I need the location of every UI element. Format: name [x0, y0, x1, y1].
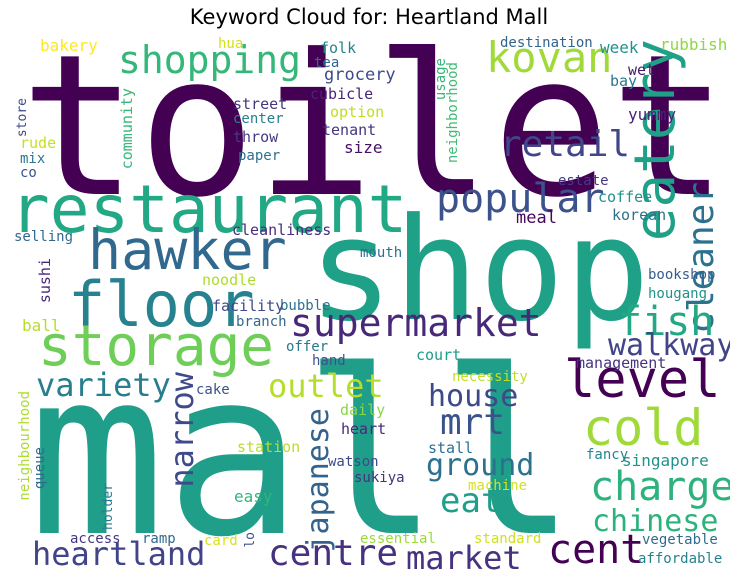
word-noodle: noodle: [202, 271, 257, 289]
word-narrow: narrow: [163, 372, 201, 488]
word-mix: mix: [20, 151, 46, 167]
word-essential: essential: [360, 531, 436, 547]
word-bay: bay: [610, 72, 638, 90]
word-grocery: grocery: [324, 65, 396, 85]
word-shop: shop: [308, 188, 650, 353]
word-yummy: yummy: [628, 105, 677, 124]
word-ground: ground: [426, 448, 535, 483]
word-daily: daily: [340, 401, 386, 419]
word-ramp: ramp: [142, 531, 176, 547]
word-access: access: [70, 531, 121, 547]
word-walkway: walkway: [608, 328, 730, 363]
word-ball: ball: [22, 316, 61, 335]
word-level: level: [564, 350, 721, 410]
word-centre: centre: [268, 533, 399, 574]
word-center: center: [233, 111, 284, 127]
word-house: house: [428, 379, 519, 414]
word-singapore: singapore: [622, 451, 709, 470]
word-queue: queue: [32, 447, 48, 490]
word-shopping: shopping: [118, 38, 302, 82]
word-hand: hand: [312, 353, 346, 369]
word-popular: popular: [436, 176, 605, 222]
word-store: store: [15, 98, 30, 138]
word-chinese: chinese: [592, 504, 719, 539]
word-facility: facility: [212, 297, 285, 315]
word-card: card: [204, 533, 238, 549]
word-meal: meal: [516, 208, 557, 228]
word-affordable: affordable: [638, 551, 723, 567]
word-bubble: bubble: [280, 298, 331, 314]
word-sushi: sushi: [36, 258, 54, 304]
word-sukiya: sukiya: [354, 470, 405, 486]
word-vegetable: vegetable: [642, 532, 718, 548]
word-rubbish: rubbish: [660, 35, 728, 54]
word-outlet: outlet: [268, 367, 384, 405]
word-option: option: [330, 103, 385, 121]
word-tenant: tenant: [322, 121, 377, 139]
word-mouth: mouth: [360, 245, 403, 261]
word-supermarket: supermarket: [290, 301, 542, 345]
word-hawker: hawker: [88, 218, 287, 282]
word-wet: wet: [628, 61, 656, 79]
word-standard: standard: [474, 531, 542, 547]
word-neighbourhood: neighbourhood: [17, 391, 33, 501]
word-rude: rude: [20, 134, 57, 152]
word-heart: heart: [341, 420, 387, 438]
word-cloud: toilet shop mall restaurant hawker floor stora…: [8, 34, 730, 578]
word-week: week: [600, 38, 639, 57]
word-retail: retail: [500, 124, 631, 165]
word-heartland: heartland: [32, 535, 206, 573]
word-estate: estate: [558, 173, 609, 189]
word-lo: lo: [243, 532, 258, 548]
word-variety: variety: [36, 366, 171, 404]
word-bookshop: bookshop: [648, 267, 716, 283]
word-coffee: coffee: [598, 188, 653, 206]
word-street: street: [233, 95, 288, 113]
word-paper: paper: [238, 148, 281, 164]
word-offer: offer: [286, 339, 329, 355]
word-cubicle: cubicle: [310, 85, 374, 103]
word-destination: destination: [500, 35, 593, 51]
word-bakery: bakery: [40, 36, 98, 55]
word-cold: cold: [583, 399, 704, 457]
word-charge: charge: [590, 464, 730, 510]
word-court: court: [416, 346, 462, 364]
word-management: management: [576, 354, 667, 372]
word-machine: machine: [468, 478, 528, 494]
word-fancy: fancy: [586, 447, 629, 463]
word-korean: korean: [612, 206, 667, 224]
word-community: community: [118, 88, 136, 170]
word-branch: branch: [236, 314, 287, 330]
word-holder: holder: [101, 483, 116, 530]
word-mall: mall: [28, 321, 578, 578]
word-easy: easy: [234, 487, 273, 506]
word-cent: cent: [548, 527, 645, 573]
word-neighborhood: neighborhood: [445, 62, 461, 164]
word-necessity: necessity: [452, 369, 528, 385]
word-throw: throw: [233, 128, 279, 146]
word-kovan: kovan: [486, 34, 613, 82]
word-hua: hua: [218, 36, 244, 52]
word-station: station: [237, 438, 301, 456]
word-storage: storage: [38, 314, 275, 379]
word-hougang: hougang: [648, 286, 708, 302]
word-mrt: mrt: [440, 402, 506, 443]
word-market: market: [406, 539, 522, 577]
word-eat: eat: [440, 481, 502, 521]
word-size: size: [344, 138, 383, 157]
word-tea: tea: [314, 55, 340, 71]
word-floor: floor: [68, 268, 255, 341]
word-cake: cake: [196, 382, 230, 398]
word-japanese: japanese: [301, 408, 336, 553]
word-selling: selling: [14, 229, 74, 245]
word-restaurant: restaurant: [10, 171, 408, 248]
word-watson: watson: [328, 454, 379, 470]
word-co: co: [20, 165, 37, 181]
word-toilet: toilet: [20, 34, 729, 241]
word-folk: folk: [320, 39, 357, 57]
word-cleanliness: cleanliness: [232, 221, 332, 239]
word-fish: fish: [618, 299, 715, 345]
word-stall: stall: [428, 439, 474, 457]
chart-title: Keyword Cloud for: Heartland Mall: [189, 5, 549, 29]
